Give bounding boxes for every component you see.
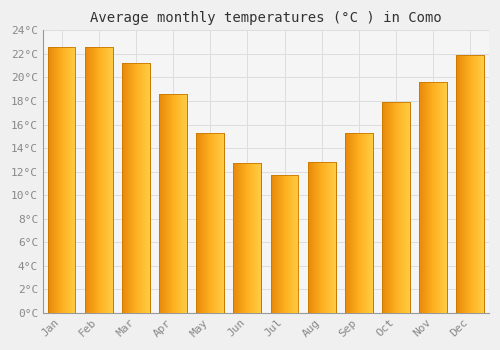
Bar	[308, 162, 336, 313]
Bar	[196, 133, 224, 313]
Bar	[456, 55, 484, 313]
Bar	[122, 63, 150, 313]
Bar	[456, 55, 484, 313]
Bar	[48, 47, 76, 313]
Bar	[122, 63, 150, 313]
Bar	[345, 133, 373, 313]
Bar	[48, 47, 76, 313]
Bar	[270, 175, 298, 313]
Bar	[85, 47, 112, 313]
Bar	[159, 94, 187, 313]
Bar	[270, 175, 298, 313]
Bar	[419, 82, 447, 313]
Bar	[234, 163, 262, 313]
Title: Average monthly temperatures (°C ) in Como: Average monthly temperatures (°C ) in Co…	[90, 11, 442, 25]
Bar	[419, 82, 447, 313]
Bar	[159, 94, 187, 313]
Bar	[345, 133, 373, 313]
Bar	[85, 47, 112, 313]
Bar	[234, 163, 262, 313]
Bar	[196, 133, 224, 313]
Bar	[382, 102, 410, 313]
Bar	[308, 162, 336, 313]
Bar	[382, 102, 410, 313]
